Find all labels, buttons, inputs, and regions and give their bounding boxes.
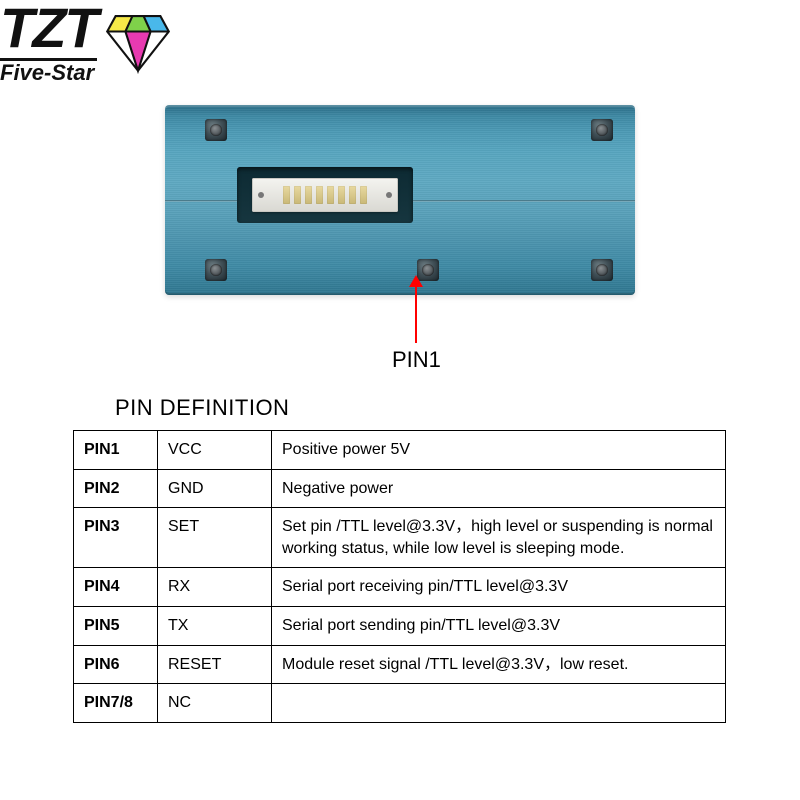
description-cell: Negative power <box>272 469 726 508</box>
connector-pin <box>283 186 290 204</box>
connector-pin <box>327 186 334 204</box>
arrow-up-icon <box>415 285 417 343</box>
table-row: PIN7/8NC <box>74 684 726 723</box>
connector-header <box>252 178 398 212</box>
signal-cell: VCC <box>158 431 272 470</box>
pin-cell: PIN1 <box>74 431 158 470</box>
table-row: PIN6RESETModule reset signal /TTL level@… <box>74 645 726 684</box>
connector-socket <box>237 167 413 223</box>
pin-definition-table: PIN1VCCPositive power 5VPIN2GNDNegative … <box>73 430 726 723</box>
diamond-icon <box>103 10 173 74</box>
screw-icon <box>591 119 613 141</box>
pin-cell: PIN4 <box>74 568 158 607</box>
description-cell: Positive power 5V <box>272 431 726 470</box>
connector-pin <box>360 186 367 204</box>
description-cell: Module reset signal /TTL level@3.3V，low … <box>272 645 726 684</box>
connector-pin <box>316 186 323 204</box>
device-body <box>165 105 635 295</box>
signal-cell: GND <box>158 469 272 508</box>
description-cell: Set pin /TTL level@3.3V，high level or su… <box>272 508 726 568</box>
pin1-callout-label: PIN1 <box>392 347 441 373</box>
device-illustration <box>165 105 635 295</box>
connector-pin <box>349 186 356 204</box>
description-cell <box>272 684 726 723</box>
pin-cell: PIN3 <box>74 508 158 568</box>
description-cell: Serial port sending pin/TTL level@3.3V <box>272 606 726 645</box>
description-cell: Serial port receiving pin/TTL level@3.3V <box>272 568 726 607</box>
table-row: PIN3SETSet pin /TTL level@3.3V，high leve… <box>74 508 726 568</box>
table-row: PIN1VCCPositive power 5V <box>74 431 726 470</box>
connector-pin <box>338 186 345 204</box>
pin-cell: PIN6 <box>74 645 158 684</box>
pin-cell: PIN5 <box>74 606 158 645</box>
screw-icon <box>591 259 613 281</box>
section-heading: PIN DEFINITION <box>115 395 289 421</box>
screw-icon <box>205 259 227 281</box>
connector-pin <box>294 186 301 204</box>
brand-logo-main: TZT <box>0 0 97 56</box>
brand-logo-sub: Five-Star <box>0 58 97 84</box>
table-row: PIN5TXSerial port sending pin/TTL level@… <box>74 606 726 645</box>
signal-cell: NC <box>158 684 272 723</box>
signal-cell: RESET <box>158 645 272 684</box>
signal-cell: RX <box>158 568 272 607</box>
connector-pin <box>305 186 312 204</box>
pin-cell: PIN2 <box>74 469 158 508</box>
table-row: PIN4RXSerial port receiving pin/TTL leve… <box>74 568 726 607</box>
screw-icon <box>205 119 227 141</box>
pin1-callout: PIN1 <box>392 285 441 373</box>
brand-logo: TZT Five-Star <box>0 0 173 84</box>
signal-cell: TX <box>158 606 272 645</box>
brand-logo-text: TZT Five-Star <box>0 0 97 84</box>
pin-cell: PIN7/8 <box>74 684 158 723</box>
signal-cell: SET <box>158 508 272 568</box>
table-row: PIN2GNDNegative power <box>74 469 726 508</box>
